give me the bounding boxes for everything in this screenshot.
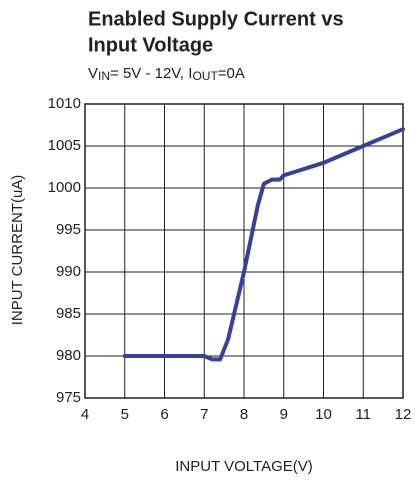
x-tick-label: 11 bbox=[355, 406, 371, 423]
y-tick-label: 985 bbox=[56, 305, 81, 322]
subtitle-part: =0A bbox=[218, 65, 245, 82]
y-tick-label: 1005 bbox=[48, 137, 81, 154]
y-tick-label: 995 bbox=[56, 221, 81, 238]
x-tick-label: 4 bbox=[81, 406, 89, 423]
subtitle-part: V bbox=[88, 65, 98, 82]
chart-subtitle: VIN= 5V - 12V, IOUT=0A bbox=[88, 65, 245, 83]
y-tick-label: 1010 bbox=[48, 95, 81, 112]
y-axis-label: INPUT CURRENT(uA) bbox=[9, 175, 26, 326]
x-tick-label: 12 bbox=[395, 406, 412, 423]
subtitle-part: = 5V - 12V, I bbox=[110, 65, 192, 82]
x-axis-label: INPUT VOLTAGE(V) bbox=[175, 458, 313, 475]
y-tick-label: 975 bbox=[56, 389, 81, 406]
x-tick-label: 6 bbox=[160, 406, 168, 423]
x-tick-label: 8 bbox=[240, 406, 248, 423]
plot-frame bbox=[84, 103, 404, 399]
chart-title: Enabled Supply Current vs bbox=[88, 8, 344, 30]
subtitle-part: OUT bbox=[192, 69, 218, 83]
subtitle-part: IN bbox=[98, 69, 110, 83]
y-tick-label: 990 bbox=[56, 263, 81, 280]
y-tick-label: 1000 bbox=[48, 179, 81, 196]
x-tick-label: 7 bbox=[200, 406, 208, 423]
x-tick-label: 5 bbox=[121, 406, 129, 423]
x-tick-label: 10 bbox=[315, 406, 332, 423]
x-tick-label: 9 bbox=[280, 406, 288, 423]
data-line bbox=[122, 127, 405, 362]
chart-title: Input Voltage bbox=[88, 34, 213, 56]
y-tick-label: 980 bbox=[56, 347, 81, 364]
